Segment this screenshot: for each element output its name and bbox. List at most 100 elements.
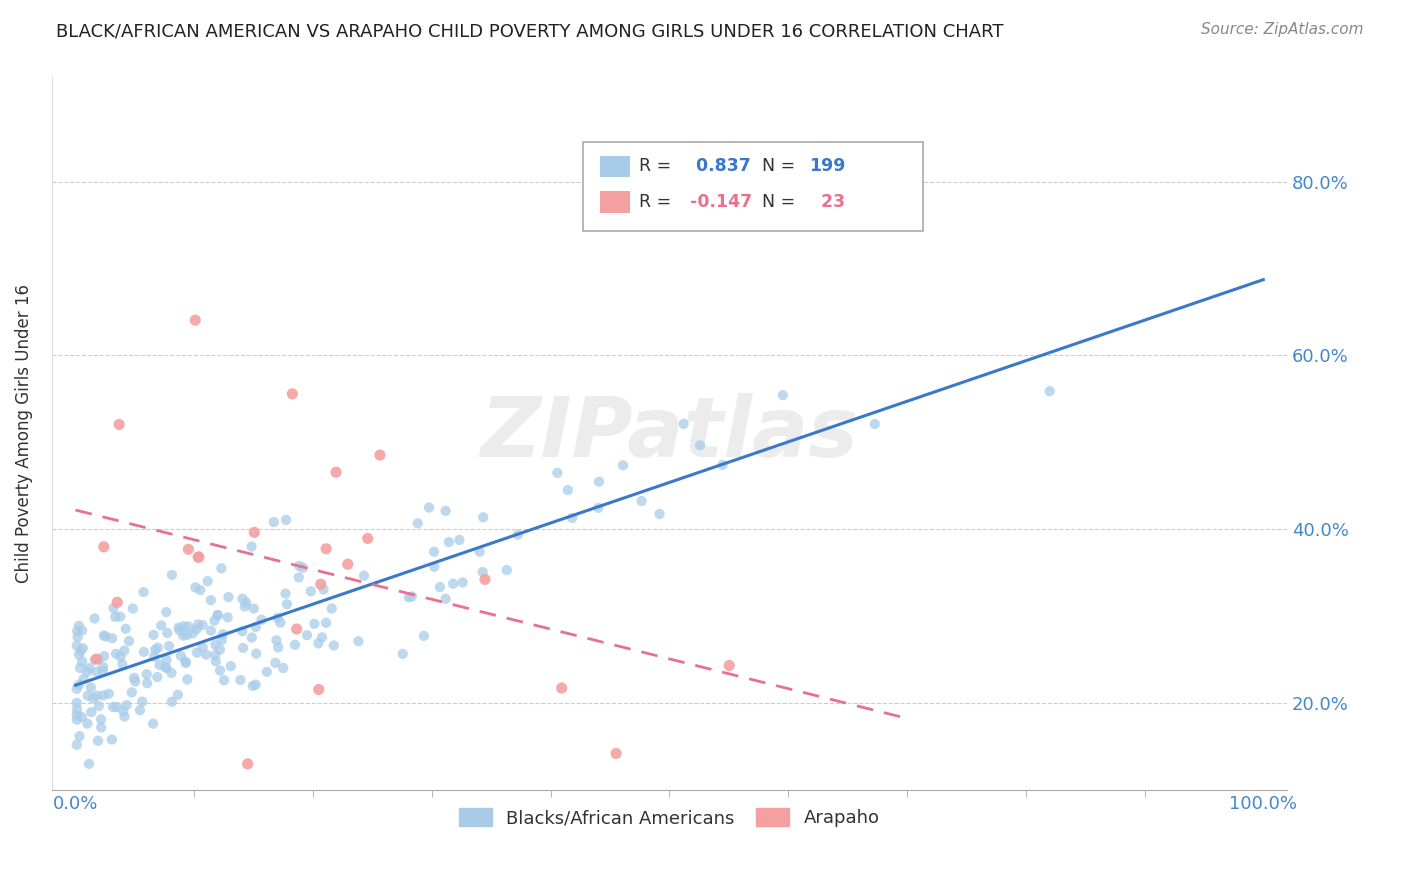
Text: R =: R = — [638, 194, 676, 211]
Point — [295, 628, 318, 642]
Point — [142, 716, 165, 731]
Point — [276, 597, 298, 611]
Point — [256, 665, 278, 679]
Point — [83, 611, 105, 625]
Point — [83, 653, 105, 667]
Point — [398, 591, 420, 605]
Point — [204, 614, 226, 628]
Point — [93, 540, 115, 554]
Point — [80, 681, 103, 695]
Point — [173, 619, 195, 633]
Point — [263, 515, 285, 529]
Point — [288, 570, 311, 584]
Text: R =: R = — [638, 158, 676, 176]
Point — [72, 672, 94, 686]
Point — [612, 458, 634, 473]
Point — [69, 661, 91, 675]
Point — [472, 510, 495, 524]
Point — [274, 586, 297, 600]
Point — [321, 601, 343, 615]
Point — [434, 504, 457, 518]
Point — [204, 648, 226, 662]
Point — [157, 639, 180, 653]
Point — [82, 691, 104, 706]
Point — [155, 661, 177, 675]
Point — [468, 545, 491, 559]
Text: N =: N = — [762, 158, 801, 176]
Point — [79, 661, 101, 675]
Point — [66, 681, 89, 696]
Point — [112, 704, 135, 718]
Point — [271, 661, 294, 675]
Point — [200, 593, 222, 607]
Point — [672, 417, 695, 431]
Point — [86, 652, 108, 666]
Point — [143, 642, 166, 657]
Point — [177, 619, 200, 633]
Point — [449, 533, 471, 547]
Point — [191, 640, 214, 655]
Point — [181, 626, 204, 640]
Point — [101, 732, 124, 747]
Point — [188, 582, 211, 597]
Point — [66, 624, 89, 639]
Point — [429, 580, 451, 594]
Point — [176, 673, 198, 687]
Point — [347, 634, 370, 648]
Legend: Blacks/African Americans, Arapaho: Blacks/African Americans, Arapaho — [453, 801, 887, 834]
Point — [104, 610, 127, 624]
Point — [67, 648, 90, 662]
Point — [108, 417, 131, 432]
Point — [236, 756, 259, 771]
Point — [474, 573, 496, 587]
Text: BLACK/AFRICAN AMERICAN VS ARAPAHO CHILD POVERTY AMONG GIRLS UNDER 16 CORRELATION: BLACK/AFRICAN AMERICAN VS ARAPAHO CHILD … — [56, 22, 1004, 40]
Text: ZIPatlas: ZIPatlas — [481, 393, 858, 475]
Point — [441, 576, 464, 591]
Point — [115, 698, 138, 712]
Point — [87, 699, 110, 714]
Point — [186, 623, 208, 637]
Point — [105, 647, 128, 661]
Point — [605, 747, 627, 761]
Point — [250, 613, 273, 627]
Point — [207, 608, 229, 623]
Point — [200, 624, 222, 638]
Point — [245, 647, 267, 661]
Point — [231, 624, 253, 639]
Point — [550, 681, 572, 695]
Point — [156, 626, 179, 640]
Point — [91, 664, 114, 678]
Point — [197, 574, 219, 589]
Point — [87, 652, 110, 666]
Point — [155, 605, 177, 619]
Point — [66, 630, 89, 644]
Point — [292, 561, 315, 575]
Point — [160, 665, 183, 680]
Point — [93, 628, 115, 642]
Point — [91, 660, 114, 674]
Point — [391, 647, 413, 661]
Point — [274, 513, 297, 527]
Point — [307, 636, 329, 650]
Point — [423, 544, 446, 558]
Point — [689, 438, 711, 452]
Point — [114, 709, 136, 723]
Point — [219, 659, 242, 673]
FancyBboxPatch shape — [600, 192, 630, 213]
Point — [111, 657, 134, 672]
Point — [142, 628, 165, 642]
Point — [167, 688, 190, 702]
Point — [211, 633, 233, 648]
Point — [122, 671, 145, 685]
Point — [187, 617, 209, 632]
Point — [208, 642, 231, 657]
Point — [208, 664, 231, 678]
Point — [506, 527, 529, 541]
Point — [423, 559, 446, 574]
Point — [101, 700, 124, 714]
Text: N =: N = — [762, 194, 801, 211]
Point — [315, 615, 337, 630]
Text: 23: 23 — [808, 194, 845, 211]
Point — [90, 712, 112, 726]
Point — [240, 540, 263, 554]
